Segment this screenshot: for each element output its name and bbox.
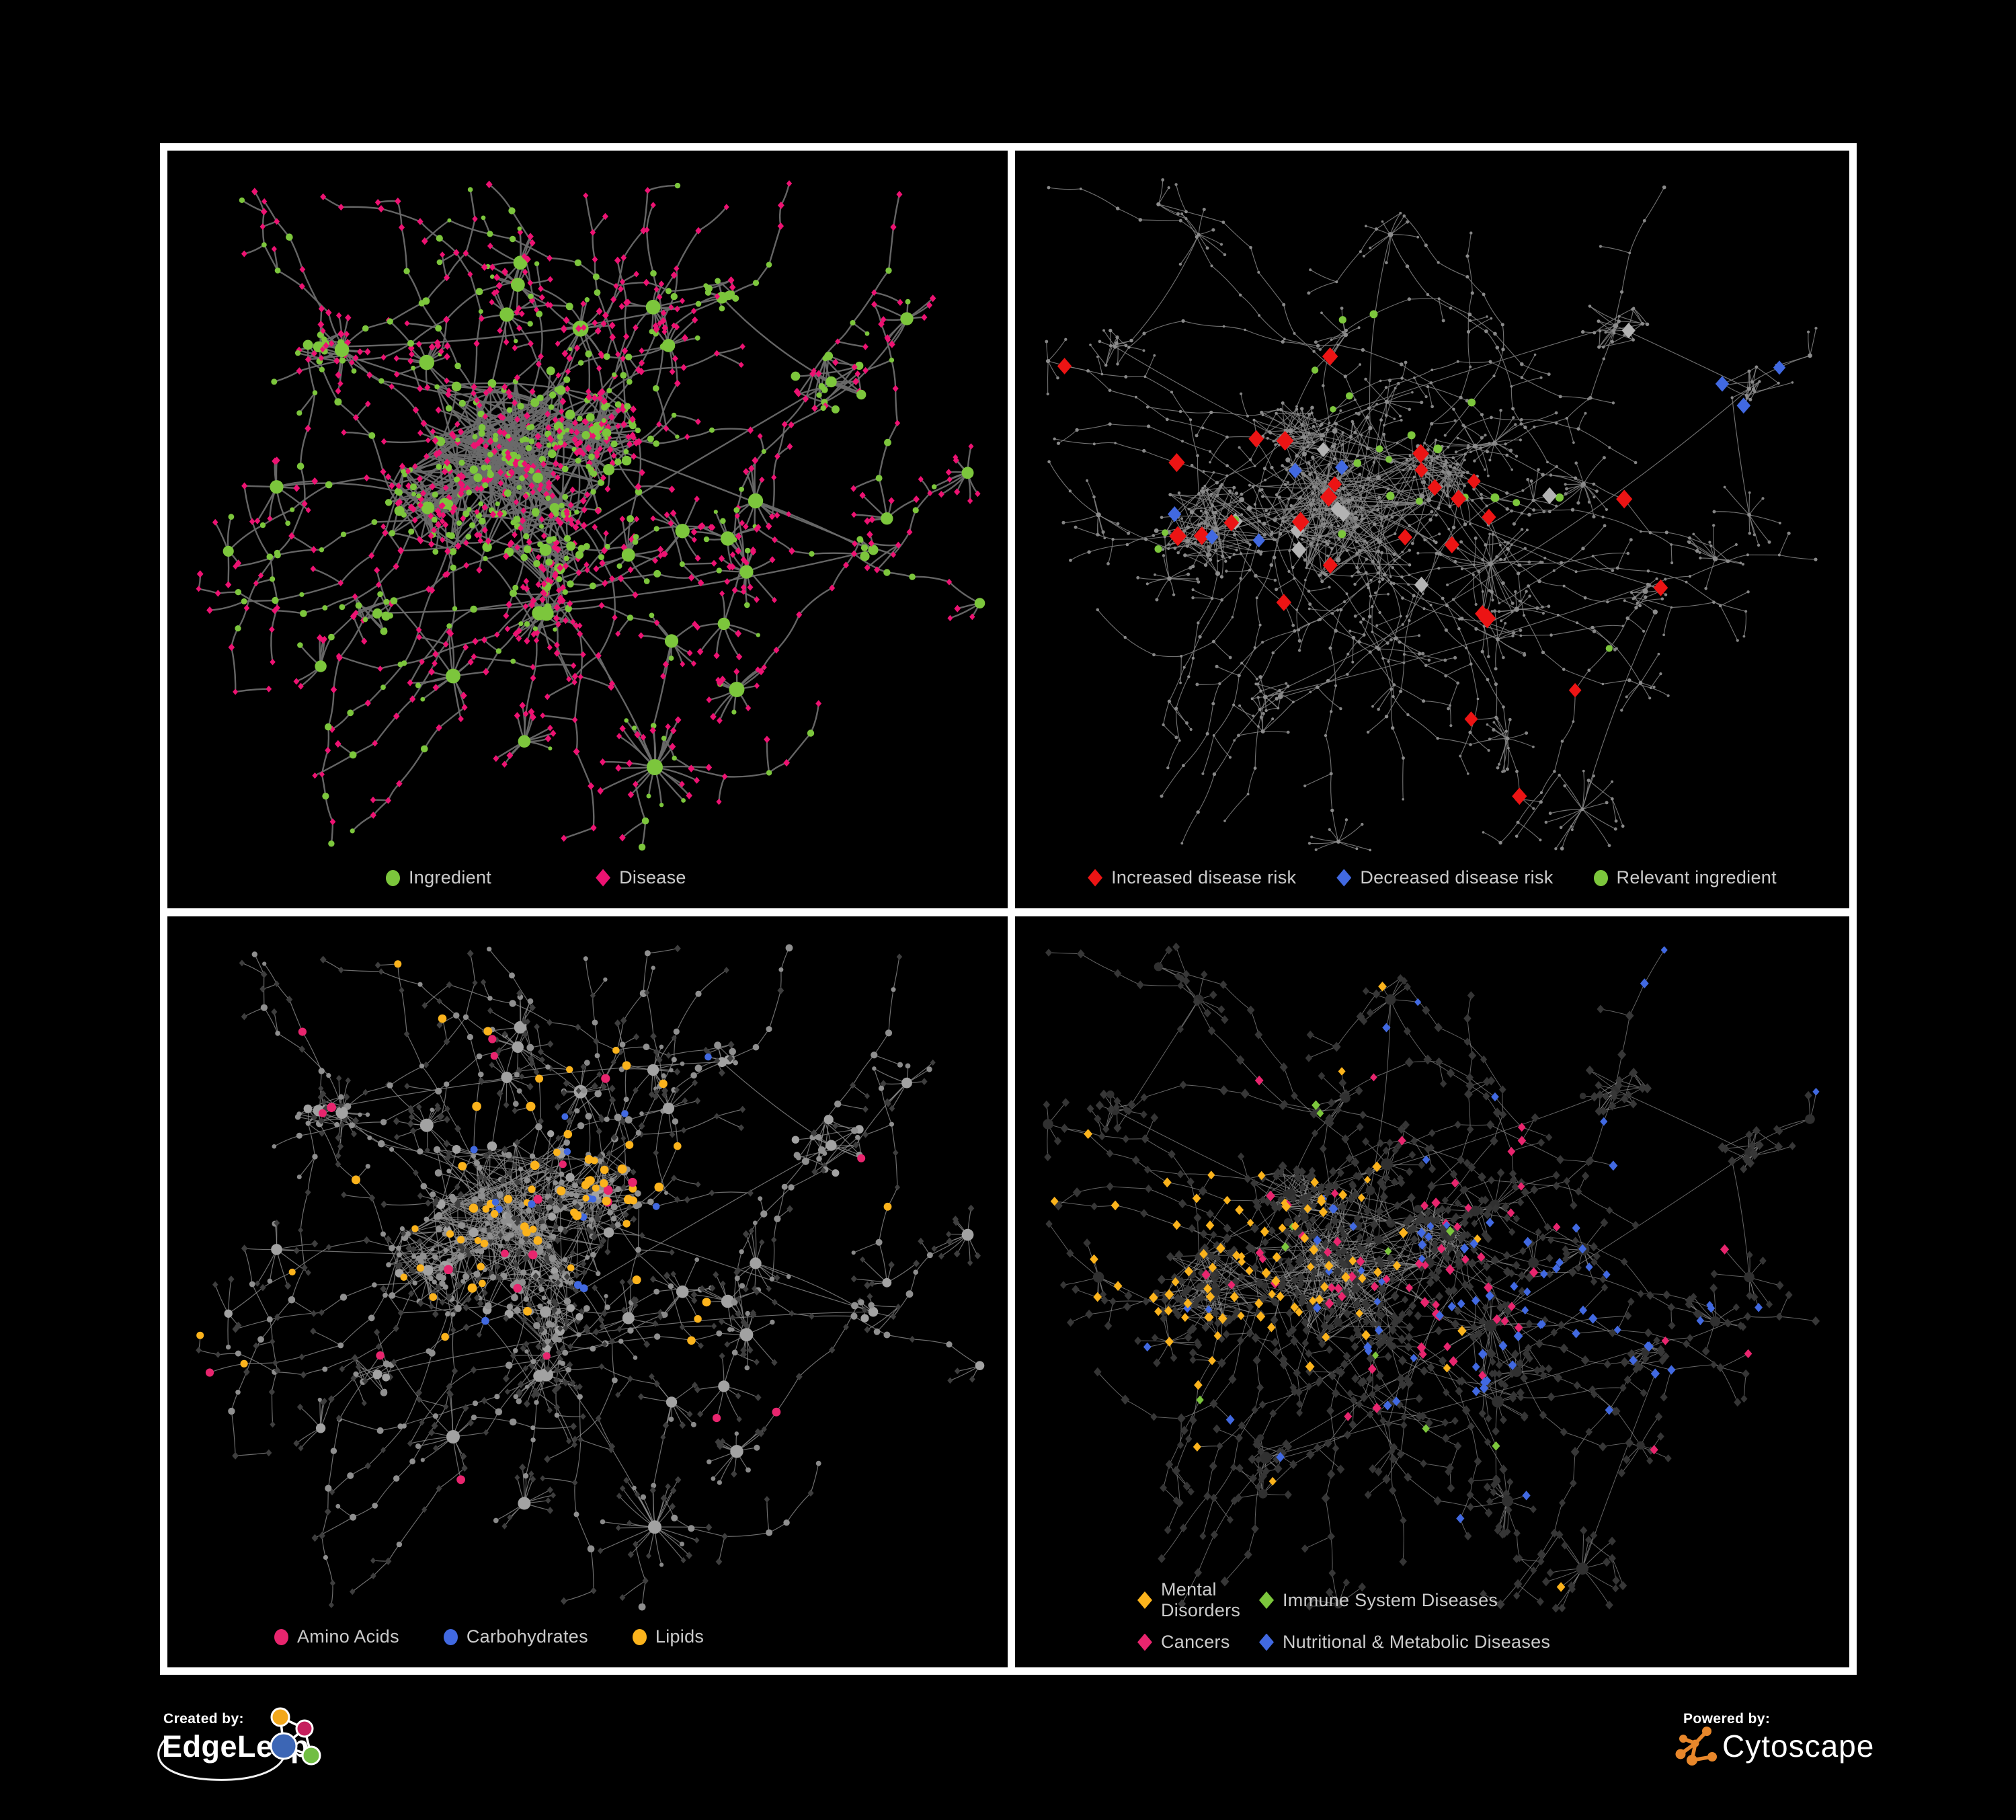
legend-item: Disease bbox=[596, 867, 686, 888]
network-canvas-nutrient-classes bbox=[196, 944, 985, 1611]
legend-item: Lipids bbox=[632, 1626, 704, 1647]
powered-by-label: Powered by: bbox=[1683, 1711, 1771, 1727]
panel-ingredient-disease: Ingredient Disease bbox=[167, 151, 1008, 908]
edgeleap-node-blue bbox=[270, 1732, 298, 1760]
circle-marker-icon bbox=[1593, 869, 1608, 886]
panel-divider-horizontal bbox=[167, 908, 1849, 916]
legend-label: Disease bbox=[619, 867, 686, 887]
legend-label: Amino Acids bbox=[297, 1626, 399, 1647]
legend-item: Increased disease risk bbox=[1088, 867, 1296, 888]
diamond-marker-icon bbox=[596, 869, 611, 887]
legend-disease-classes: Mental Disorders Immune System Diseases Ca… bbox=[1015, 1579, 1849, 1653]
edgeleap-logo-icon bbox=[157, 1707, 321, 1781]
diamond-marker-icon bbox=[1137, 1633, 1152, 1651]
network-canvas-disease-risk bbox=[1045, 178, 1818, 852]
legend-label: Lipids bbox=[655, 1626, 704, 1647]
legend-item: Cancers bbox=[1137, 1632, 1259, 1653]
legend-row: Mental Disorders Immune System Diseases bbox=[1137, 1579, 1498, 1621]
legend-item: Relevant ingredient bbox=[1593, 867, 1777, 888]
diamond-marker-icon bbox=[1137, 1591, 1152, 1609]
circle-marker-icon bbox=[443, 1628, 458, 1645]
legend-item: Carbohydrates bbox=[443, 1626, 588, 1647]
legend-label: Immune System Diseases bbox=[1283, 1589, 1498, 1610]
cytoscape-wordmark: Cytoscape bbox=[1722, 1729, 1875, 1764]
circle-marker-icon bbox=[632, 1628, 647, 1645]
legend-item: Mental Disorders bbox=[1137, 1579, 1259, 1621]
diamond-marker-icon bbox=[1259, 1633, 1274, 1651]
panel-nutrient-classes: Amino Acids Carbohydrates Lipids bbox=[167, 916, 1008, 1667]
legend-row: Ingredient Disease bbox=[386, 867, 686, 888]
diamond-marker-icon bbox=[1336, 869, 1352, 887]
legend-ingredient-disease: Ingredient Disease bbox=[167, 867, 1008, 888]
legend-row: Cancers Nutritional & Metabolic Diseases bbox=[1137, 1632, 1550, 1653]
legend-label: Cancers bbox=[1161, 1632, 1230, 1652]
legend-label: Ingredient bbox=[409, 867, 492, 887]
legend-label: Increased disease risk bbox=[1111, 867, 1297, 887]
cytoscape-logo-icon bbox=[1675, 1727, 1717, 1766]
panel-disease-risk: Increased disease risk Decreased disease … bbox=[1015, 151, 1849, 908]
legend-label: Carbohydrates bbox=[466, 1626, 588, 1647]
legend-label: Nutritional & Metabolic Diseases bbox=[1283, 1632, 1551, 1652]
panel-disease-classes: Mental Disorders Immune System Diseases Ca… bbox=[1015, 916, 1849, 1667]
diamond-marker-icon bbox=[1088, 869, 1103, 887]
legend-item: Amino Acids bbox=[274, 1626, 399, 1647]
legend-label: Mental Disorders bbox=[1161, 1579, 1241, 1620]
created-by-label: Created by: bbox=[163, 1711, 244, 1727]
legend-label: Decreased disease risk bbox=[1360, 867, 1554, 887]
circle-marker-icon bbox=[386, 869, 400, 886]
circle-marker-icon bbox=[274, 1628, 288, 1645]
legend-row: Increased disease risk Decreased disease … bbox=[1088, 867, 1777, 888]
edgeleap-node-pink bbox=[295, 1719, 314, 1738]
edgeleap-node-orange bbox=[270, 1707, 290, 1727]
legend-item: Decreased disease risk bbox=[1336, 867, 1553, 888]
edgeleap-node-green bbox=[301, 1745, 321, 1766]
legend-row: Amino Acids Carbohydrates Lipids bbox=[274, 1626, 704, 1647]
network-canvas-disease-classes bbox=[1043, 943, 1820, 1613]
legend-item: Nutritional & Metabolic Diseases bbox=[1259, 1632, 1550, 1653]
legend-item: Immune System Diseases bbox=[1259, 1590, 1498, 1611]
legend-label: Relevant ingredient bbox=[1616, 867, 1777, 887]
network-figure: Ingredient Disease Increased disease risk… bbox=[160, 143, 1857, 1675]
legend-nutrient-classes: Amino Acids Carbohydrates Lipids bbox=[167, 1626, 1008, 1647]
legend-disease-risk: Increased disease risk Decreased disease … bbox=[1015, 867, 1849, 888]
legend-item: Ingredient bbox=[386, 867, 491, 888]
network-canvas-ingredient-disease bbox=[196, 180, 985, 851]
diamond-marker-icon bbox=[1259, 1591, 1274, 1609]
